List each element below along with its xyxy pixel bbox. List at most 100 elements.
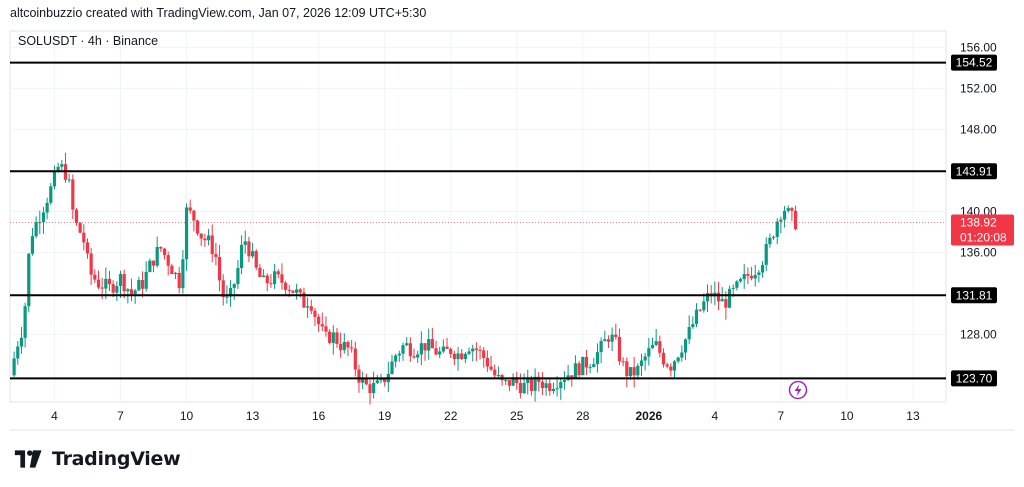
candle-up <box>250 251 255 257</box>
candle-down <box>78 222 82 233</box>
candle-up <box>115 286 119 293</box>
candle-up <box>56 166 60 171</box>
candle-down <box>665 364 669 367</box>
candle-down <box>661 352 666 365</box>
candle-up <box>67 179 71 181</box>
candle-up <box>702 301 706 311</box>
x-tick-label: 16 <box>312 409 326 423</box>
candle-down <box>357 369 361 383</box>
candle-down <box>298 289 302 293</box>
candle-up <box>272 271 277 285</box>
candle-up <box>137 280 141 291</box>
candle-up <box>650 344 655 349</box>
candle-down <box>449 348 453 354</box>
candle-down <box>82 232 86 243</box>
candle-up <box>232 284 236 288</box>
candle-down <box>96 279 101 288</box>
candle-down <box>430 339 434 349</box>
candle-down <box>151 260 156 266</box>
candle-up <box>771 236 776 238</box>
candle-down <box>452 353 456 360</box>
candle-down <box>177 272 181 289</box>
candle-up <box>30 236 35 254</box>
candle-up <box>533 376 537 391</box>
candle-up <box>526 379 530 383</box>
candle-down <box>364 378 368 385</box>
candle-up <box>467 351 471 354</box>
candle-up <box>463 353 467 360</box>
level-label-bg <box>951 163 997 180</box>
candle-down <box>346 341 350 348</box>
candle-up <box>394 355 398 362</box>
candle-down <box>309 306 313 311</box>
candle-up <box>375 380 379 383</box>
candle-up <box>757 272 761 275</box>
candle-down <box>412 356 416 358</box>
candle-up <box>372 382 376 394</box>
tradingview-logo-icon <box>14 450 42 468</box>
candle-up <box>41 212 46 223</box>
y-tick-label: 156.00 <box>960 40 997 54</box>
candle-down <box>280 274 284 283</box>
x-tick-label: 28 <box>576 409 590 423</box>
candle-up <box>438 351 442 355</box>
candle-down <box>107 278 112 285</box>
candle-down <box>434 348 438 355</box>
candle-up <box>45 202 49 213</box>
candle-up <box>588 367 592 369</box>
candle-down <box>269 283 273 285</box>
candle-up <box>764 244 768 265</box>
y-tick-label: 136.00 <box>960 245 997 259</box>
candle-up <box>680 352 684 358</box>
candle-up <box>397 353 401 356</box>
candle-down <box>614 334 618 337</box>
candle-down <box>85 242 90 254</box>
candle-down <box>408 343 412 357</box>
candle-up <box>148 260 152 272</box>
candle-down <box>313 310 317 317</box>
candle-down <box>570 375 574 378</box>
candle-up <box>694 309 699 325</box>
candle-up <box>731 287 735 289</box>
x-tick-label: 4 <box>712 409 719 423</box>
candle-down <box>192 210 196 221</box>
candle-up <box>691 324 695 328</box>
candle-up <box>52 170 57 187</box>
candle-up <box>496 375 500 377</box>
candle-down <box>221 280 225 298</box>
lightning-icon[interactable] <box>788 380 808 400</box>
candle-up <box>559 382 563 389</box>
candle-up <box>416 354 420 358</box>
candle-up <box>38 222 42 224</box>
candle-down <box>291 290 295 293</box>
candle-up <box>419 343 423 355</box>
candle-down <box>724 299 728 308</box>
candle-down <box>254 251 258 268</box>
candle-down <box>203 238 207 241</box>
candle-down <box>247 241 251 257</box>
candle-up <box>595 352 600 365</box>
candle-down <box>584 356 589 368</box>
candle-up <box>735 281 739 288</box>
candle-up <box>16 346 20 359</box>
candle-up <box>742 274 746 280</box>
candle-down <box>749 275 754 279</box>
candle-down <box>617 336 622 362</box>
candle-down <box>71 179 75 210</box>
plot-frame <box>9 30 947 403</box>
candle-up <box>779 219 783 222</box>
candle-up <box>126 289 130 292</box>
candle-up <box>133 290 137 295</box>
candle-up <box>427 339 431 351</box>
candle-up <box>243 241 247 245</box>
candle-up <box>49 186 53 203</box>
candle-down <box>540 381 545 389</box>
x-tick-label: 4 <box>51 409 58 423</box>
candle-up <box>504 380 508 382</box>
candle-down <box>716 292 721 302</box>
price-chart[interactable]: 156.00152.00148.00140.00136.00128.00154.… <box>0 0 1024 440</box>
candle-up <box>562 380 567 383</box>
candle-down <box>746 274 750 276</box>
candles <box>12 152 798 405</box>
candle-down <box>658 341 662 353</box>
